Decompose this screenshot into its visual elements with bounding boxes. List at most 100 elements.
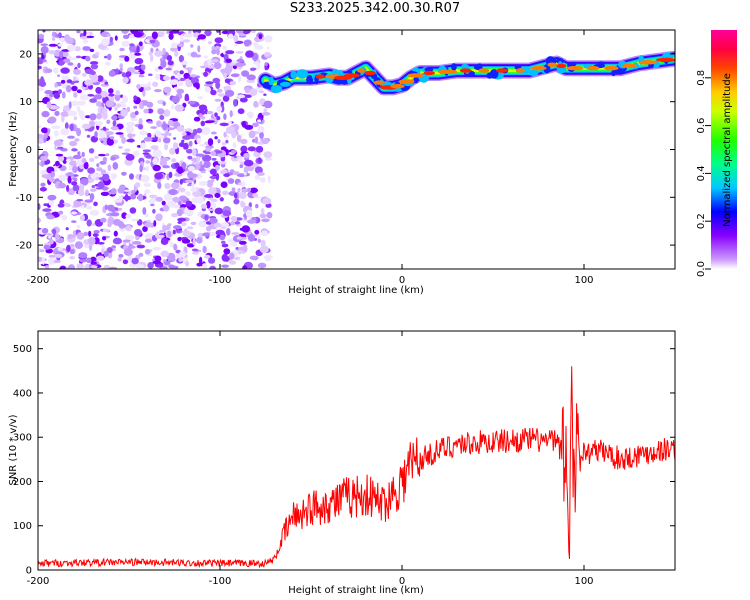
noise-blob: [71, 85, 78, 92]
noise-blob: [96, 167, 103, 172]
noise-blob: [121, 72, 127, 78]
colorbar-label: Normalized spectral amplitude: [722, 73, 733, 227]
noise-blob: [48, 50, 56, 55]
noise-blob: [122, 259, 129, 265]
noise-blob: [83, 30, 87, 37]
noise-blob: [185, 149, 194, 154]
noise-blob: [161, 200, 166, 206]
noise-blob: [147, 108, 154, 114]
noise-blob: [156, 31, 165, 38]
noise-blob: [221, 240, 226, 244]
noise-blob: [105, 100, 114, 108]
noise-blob: [240, 138, 248, 144]
noise-blob: [217, 139, 221, 144]
noise-blob: [101, 38, 110, 46]
noise-blob: [167, 223, 172, 227]
noise-blob: [163, 109, 171, 117]
noise-blob: [131, 190, 136, 194]
ridge-blob: [290, 70, 297, 79]
noise-blob: [149, 54, 154, 62]
noise-blob: [162, 165, 171, 169]
noise-blob: [76, 232, 85, 240]
noise-blob: [204, 194, 213, 198]
noise-blob: [114, 207, 119, 212]
noise-blob: [67, 44, 76, 52]
ridge-hotspot: [423, 70, 435, 76]
noise-blob: [157, 182, 162, 189]
noise-blob: [209, 168, 217, 175]
noise-blob: [217, 93, 226, 97]
noise-blob: [95, 52, 100, 56]
noise-blob: [245, 209, 253, 218]
noise-blob: [104, 131, 114, 136]
noise-blob: [112, 120, 117, 128]
noise-blob: [165, 127, 176, 131]
noise-blob: [176, 229, 180, 233]
noise-blob: [239, 251, 247, 254]
noise-blob: [43, 203, 48, 207]
noise-blob: [143, 136, 153, 142]
noise-blob: [185, 191, 192, 196]
noise-blob: [184, 96, 190, 102]
noise-blob: [257, 119, 262, 123]
noise-blob: [222, 45, 228, 51]
noise-blob: [110, 212, 120, 217]
noise-blob: [178, 257, 183, 262]
noise-blob: [59, 265, 67, 269]
noise-blob: [48, 239, 54, 245]
noise-blob: [253, 42, 259, 47]
noise-blob: [181, 238, 191, 244]
noise-blob: [109, 36, 113, 43]
noise-blob: [86, 134, 91, 138]
snr-panel: -200 -100 0 100 0 100 200 300 400 500 Height of s…: [8, 330, 676, 596]
noise-blob: [150, 126, 158, 129]
ridge-hotspot: [622, 63, 637, 69]
ridge-hotspot: [604, 66, 619, 71]
noise-blob: [254, 44, 264, 50]
noise-blob: [76, 199, 84, 202]
noise-blob: [65, 85, 72, 93]
noise-blob: [148, 194, 158, 199]
noise-blob: [52, 37, 56, 41]
noise-blob: [55, 160, 60, 167]
noise-blob: [76, 224, 81, 229]
noise-blob: [177, 221, 182, 224]
noise-blob: [124, 56, 130, 62]
noise-blob: [74, 138, 80, 142]
noise-blob: [110, 188, 117, 195]
noise-blob: [109, 136, 115, 140]
noise-blob: [142, 102, 149, 106]
noise-blob: [168, 32, 174, 40]
noise-blob: [103, 264, 111, 269]
noise-blob: [200, 120, 206, 127]
noise-blob: [221, 243, 229, 248]
noise-blob: [121, 171, 127, 176]
ridge-hotspot: [315, 74, 325, 79]
noise-blob: [173, 137, 177, 140]
noise-blob: [140, 64, 146, 70]
noise-blob: [144, 30, 148, 33]
noise-blob: [112, 218, 122, 226]
noise-blob: [45, 68, 53, 73]
noise-blob: [223, 248, 231, 255]
noise-blob: [87, 94, 95, 97]
noise-blob: [179, 178, 183, 185]
noise-blob: [208, 187, 217, 195]
noise-blob: [78, 110, 85, 117]
noise-blob: [248, 130, 256, 139]
noise-blob: [145, 213, 149, 218]
noise-blob: [73, 68, 81, 75]
noise-blob: [67, 135, 75, 139]
noise-blob: [235, 155, 243, 159]
noise-blob: [187, 100, 196, 105]
noise-blob: [230, 73, 241, 78]
noise-blob: [38, 203, 41, 210]
ridge-hotspot: [364, 70, 376, 76]
noise-blob: [142, 226, 148, 232]
noise-blob: [231, 187, 236, 192]
ridge-blob: [279, 81, 291, 87]
noise-blob: [187, 171, 194, 179]
noise-blob: [145, 160, 151, 164]
noise-blob: [155, 213, 163, 222]
noise-blob: [180, 34, 184, 43]
